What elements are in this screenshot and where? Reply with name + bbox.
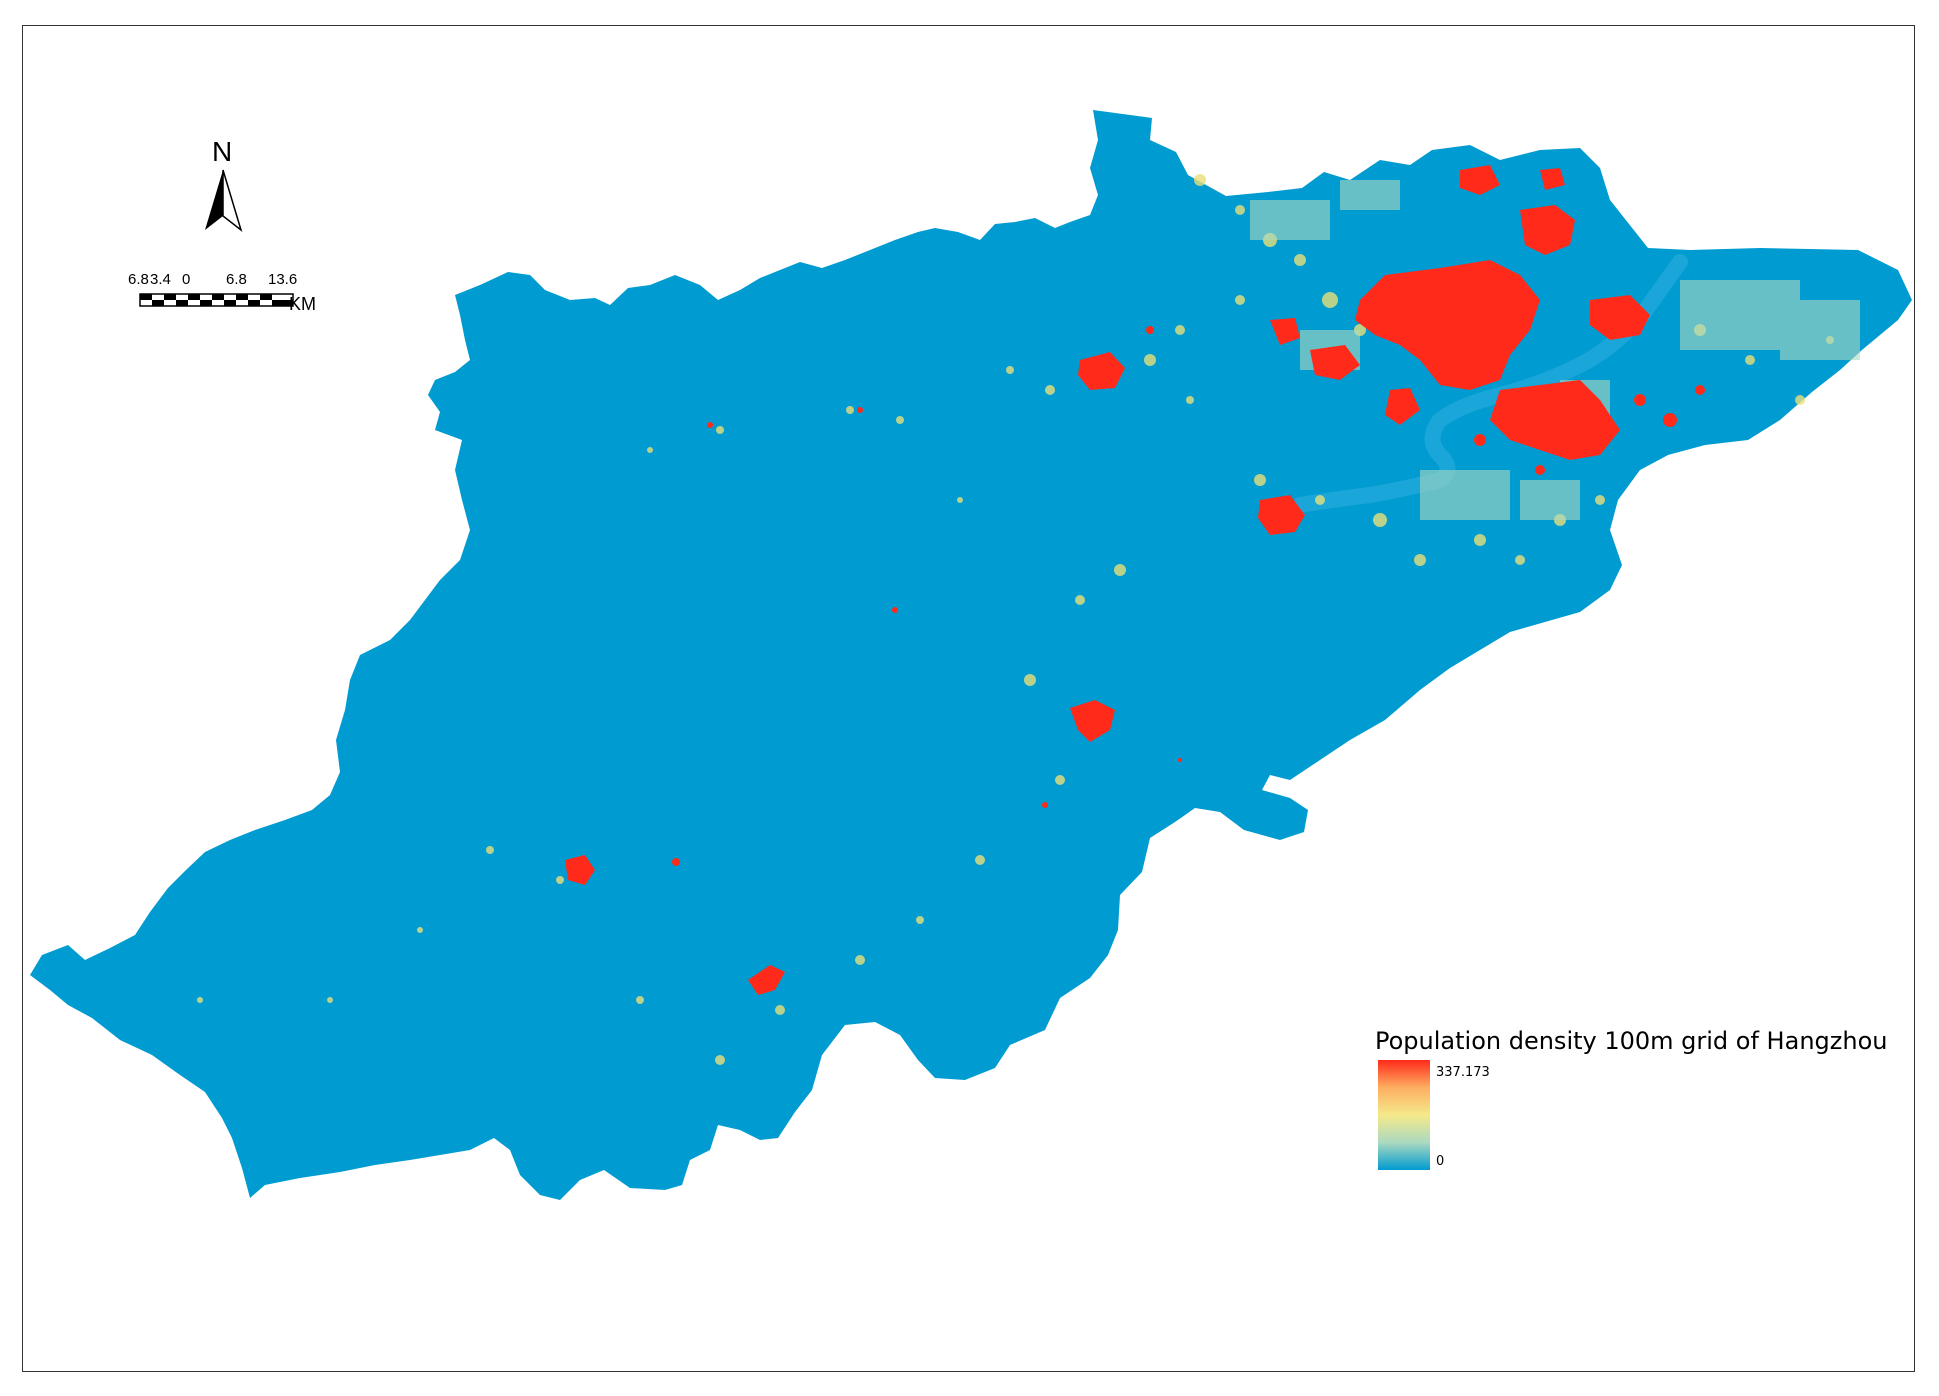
scale-label-2: 3.4: [150, 271, 171, 288]
legend-max-label: 337.173: [1436, 1065, 1490, 1080]
north-letter: N: [212, 136, 233, 167]
north-arrow-icon: [205, 169, 243, 233]
scale-label-1: 6.8: [128, 271, 149, 288]
high-density-cores: [565, 165, 1705, 995]
map-frame: [22, 25, 1915, 1372]
low-density-speckles: [197, 174, 1834, 1065]
scale-label-4: 6.8: [226, 271, 247, 288]
legend-title: Population density 100m grid of Hangzhou: [1375, 1027, 1888, 1055]
legend-color-ramp: [1378, 1060, 1430, 1170]
scale-label-5: 13.6: [268, 271, 298, 288]
legend-min-label: 0: [1436, 1154, 1445, 1169]
scale-bar: [139, 293, 294, 307]
scale-unit: KM: [289, 294, 316, 314]
scale-label-3: 0: [182, 271, 191, 288]
